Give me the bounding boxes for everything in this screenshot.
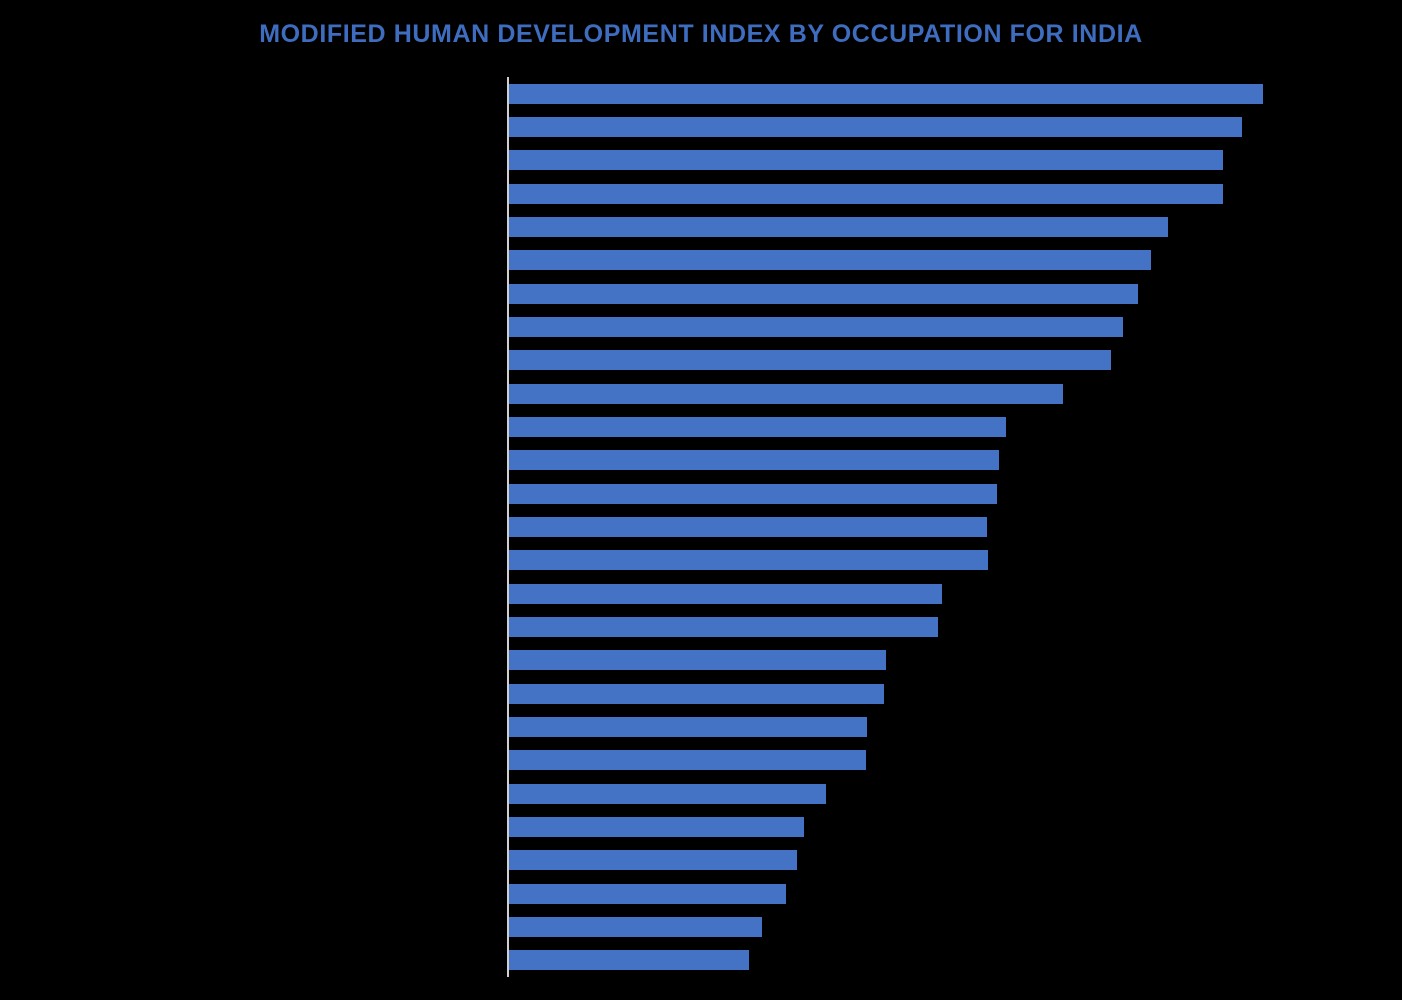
bar-row: [509, 277, 1369, 310]
bar-series-0-item-1: [509, 116, 1242, 137]
bar-series-0-item-0: [509, 83, 1264, 104]
bar-row: [509, 410, 1369, 443]
bar-row: [509, 610, 1369, 643]
bar-row: [509, 844, 1369, 877]
bar-row: [509, 444, 1369, 477]
bar-row: [509, 677, 1369, 710]
bar-series-0-item-11: [509, 450, 1000, 471]
bar-row: [509, 810, 1369, 843]
bar-row: [509, 244, 1369, 277]
bar-series-0-item-16: [509, 616, 938, 637]
bar-row: [509, 210, 1369, 243]
bar-series-0-item-4: [509, 216, 1169, 237]
bar-row: [509, 644, 1369, 677]
bar-series-0-item-22: [509, 816, 804, 837]
bar-series-0-item-12: [509, 483, 997, 504]
bar-series-0-item-10: [509, 416, 1007, 437]
bar-series-0-item-6: [509, 283, 1138, 304]
bar-row: [509, 544, 1369, 577]
bar-series-0-item-13: [509, 516, 987, 537]
bar-series-0-item-15: [509, 583, 943, 604]
bar-series-0-item-21: [509, 783, 826, 804]
bar-series-0-item-20: [509, 750, 866, 771]
bar-row: [509, 177, 1369, 210]
bar-row: [509, 944, 1369, 977]
y-axis-line: [507, 77, 509, 977]
bar-row: [509, 344, 1369, 377]
bar-row: [509, 877, 1369, 910]
bar-row: [509, 310, 1369, 343]
bar-series-0-item-17: [509, 650, 887, 671]
bar-series-0-item-18: [509, 683, 884, 704]
chart-title: MODIFIED HUMAN DEVELOPMENT INDEX BY OCCU…: [259, 20, 1143, 48]
bar-series-0-item-5: [509, 250, 1152, 271]
bar-series-0-item-26: [509, 950, 749, 971]
bar-row: [509, 510, 1369, 543]
bar-row: [509, 710, 1369, 743]
bar-row: [509, 744, 1369, 777]
bar-series-0-item-2: [509, 150, 1224, 171]
bar-row: [509, 110, 1369, 143]
bar-row: [509, 144, 1369, 177]
bar-series-0-item-8: [509, 350, 1112, 371]
bar-series-0-item-9: [509, 383, 1064, 404]
bar-series-0-item-7: [509, 316, 1123, 337]
bar-series-0-item-19: [509, 716, 867, 737]
bar-row: [509, 377, 1369, 410]
bar-row: [509, 777, 1369, 810]
bar-series-0-item-24: [509, 883, 786, 904]
bar-chart-plot-area: [509, 77, 1369, 977]
bar-row: [509, 77, 1369, 110]
bar-series-0-item-14: [509, 550, 988, 571]
bar-series-0-item-23: [509, 850, 797, 871]
bar-row: [509, 477, 1369, 510]
bar-row: [509, 577, 1369, 610]
bar-row: [509, 910, 1369, 943]
bar-series-0-item-3: [509, 183, 1224, 204]
bar-series-0-item-25: [509, 916, 762, 937]
